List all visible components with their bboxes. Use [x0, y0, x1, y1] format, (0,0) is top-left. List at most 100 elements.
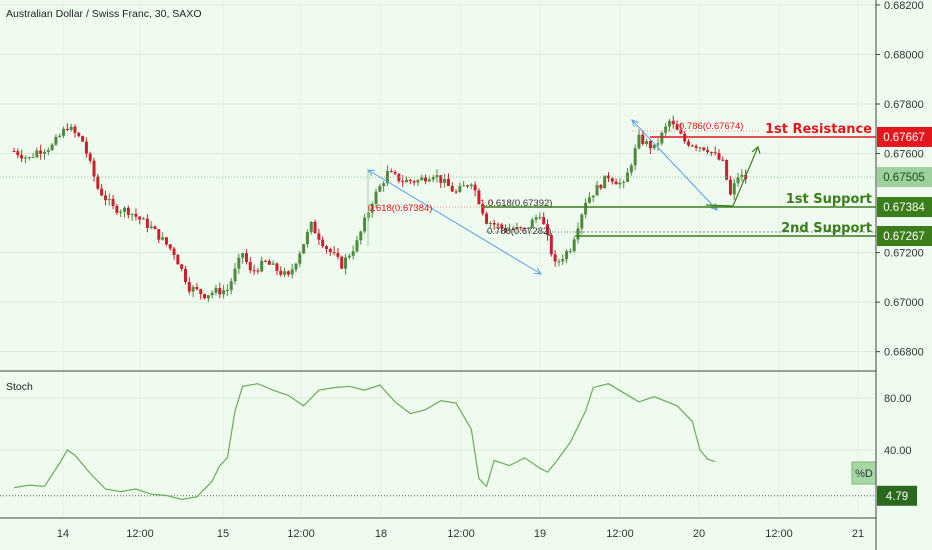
candle-up — [622, 181, 626, 183]
candle-up — [351, 251, 355, 256]
stoch-value-tag-text: 4.79 — [886, 491, 908, 503]
candle-down — [511, 229, 515, 231]
price-tag — [877, 197, 932, 218]
x-tick-label: 19 — [534, 528, 546, 540]
candle-down — [546, 224, 550, 235]
candle-up — [69, 126, 73, 130]
y-tick-label: 0.68000 — [884, 49, 924, 61]
candle-up — [469, 184, 473, 187]
candle-down — [492, 223, 496, 225]
stoch-tick-label: 40.00 — [884, 445, 912, 457]
candle-down — [610, 178, 614, 182]
candle-down — [706, 150, 710, 153]
candle-down — [648, 141, 652, 149]
level-1st-support: 1st Support 0.67384 — [484, 192, 932, 218]
level-label: 2nd Support — [781, 221, 872, 236]
candle-up — [271, 263, 275, 265]
x-tick-label: 12:00 — [765, 528, 793, 540]
candle-up — [283, 271, 287, 275]
price-tag-text: 0.67667 — [883, 132, 925, 144]
candle-down — [92, 160, 96, 177]
candle-down — [340, 256, 344, 269]
candle-down — [549, 234, 553, 255]
candle-down — [275, 263, 279, 271]
candle-up — [584, 202, 588, 215]
candle-up — [587, 197, 591, 203]
candle-up — [416, 180, 420, 183]
stoch-value-tag — [877, 485, 917, 506]
candle-up — [355, 240, 359, 252]
candle-up — [462, 185, 466, 187]
candle-up — [241, 253, 245, 258]
candle-down — [477, 190, 481, 205]
candle-down — [389, 171, 393, 173]
candle-up — [664, 126, 668, 133]
candle-down — [111, 199, 115, 206]
candle-down — [157, 229, 161, 240]
candle-up — [526, 227, 530, 229]
candle-up — [374, 191, 378, 204]
candle-down — [694, 145, 698, 148]
candle-up — [142, 218, 146, 220]
candle-up — [294, 263, 298, 270]
candle-down — [286, 271, 290, 275]
candle-up — [35, 150, 39, 158]
candle-up — [431, 176, 435, 180]
candle-down — [16, 151, 20, 156]
candle-down — [523, 227, 527, 229]
candle-down — [279, 270, 283, 275]
fib-arrow-2 — [631, 119, 718, 211]
candle-up — [637, 134, 641, 149]
x-tick-label: 12:00 — [287, 528, 315, 540]
candle-up — [206, 295, 210, 299]
y-tick-label: 0.68200 — [884, 0, 924, 12]
fib-arrow-1-head — [533, 267, 542, 275]
candle-up — [58, 135, 62, 137]
candle-down — [313, 221, 317, 234]
y-tick-label: 0.66800 — [884, 347, 924, 359]
candle-up — [149, 226, 153, 228]
candle-up — [405, 179, 409, 183]
candle-down — [439, 175, 443, 183]
candle-up — [123, 207, 127, 212]
price-tag-text: 0.67267 — [883, 231, 925, 243]
candle-up — [290, 269, 294, 275]
level-label: 1st Resistance — [765, 122, 872, 137]
x-tick-label: 12:00 — [606, 528, 634, 540]
candle-up — [538, 217, 542, 219]
candle-down — [199, 289, 203, 295]
candle-down — [321, 239, 325, 247]
candle-up — [515, 227, 519, 230]
candle-up — [534, 217, 538, 220]
candle-down — [100, 188, 104, 196]
candle-up — [652, 144, 656, 149]
fib-label: 0.786(0.67674) — [679, 121, 743, 132]
candle-down — [450, 185, 454, 192]
candle-down — [96, 176, 100, 189]
candle-down — [324, 246, 328, 249]
candle-down — [481, 204, 485, 214]
candle-up — [31, 157, 35, 159]
candle-up — [420, 177, 424, 181]
last-price-tag — [877, 167, 932, 188]
price-tag-text: 0.67384 — [883, 202, 925, 214]
candle-down — [675, 124, 679, 130]
candle-up — [698, 147, 702, 149]
candle-up — [660, 132, 664, 144]
candle-down — [614, 181, 618, 185]
candle-down — [332, 252, 336, 254]
candle-up — [305, 231, 309, 245]
candle-down — [504, 228, 508, 231]
candle-down — [465, 185, 469, 187]
level-1st-resistance: 1st Resistance 0.67667 — [650, 122, 932, 147]
candle-up — [210, 292, 214, 296]
candle-down — [195, 287, 199, 290]
candle-up — [347, 255, 351, 258]
candle-up — [62, 128, 66, 136]
candle-up — [237, 257, 241, 269]
candle-down — [519, 227, 523, 229]
candle-down — [180, 264, 184, 269]
candle-down — [134, 213, 138, 217]
